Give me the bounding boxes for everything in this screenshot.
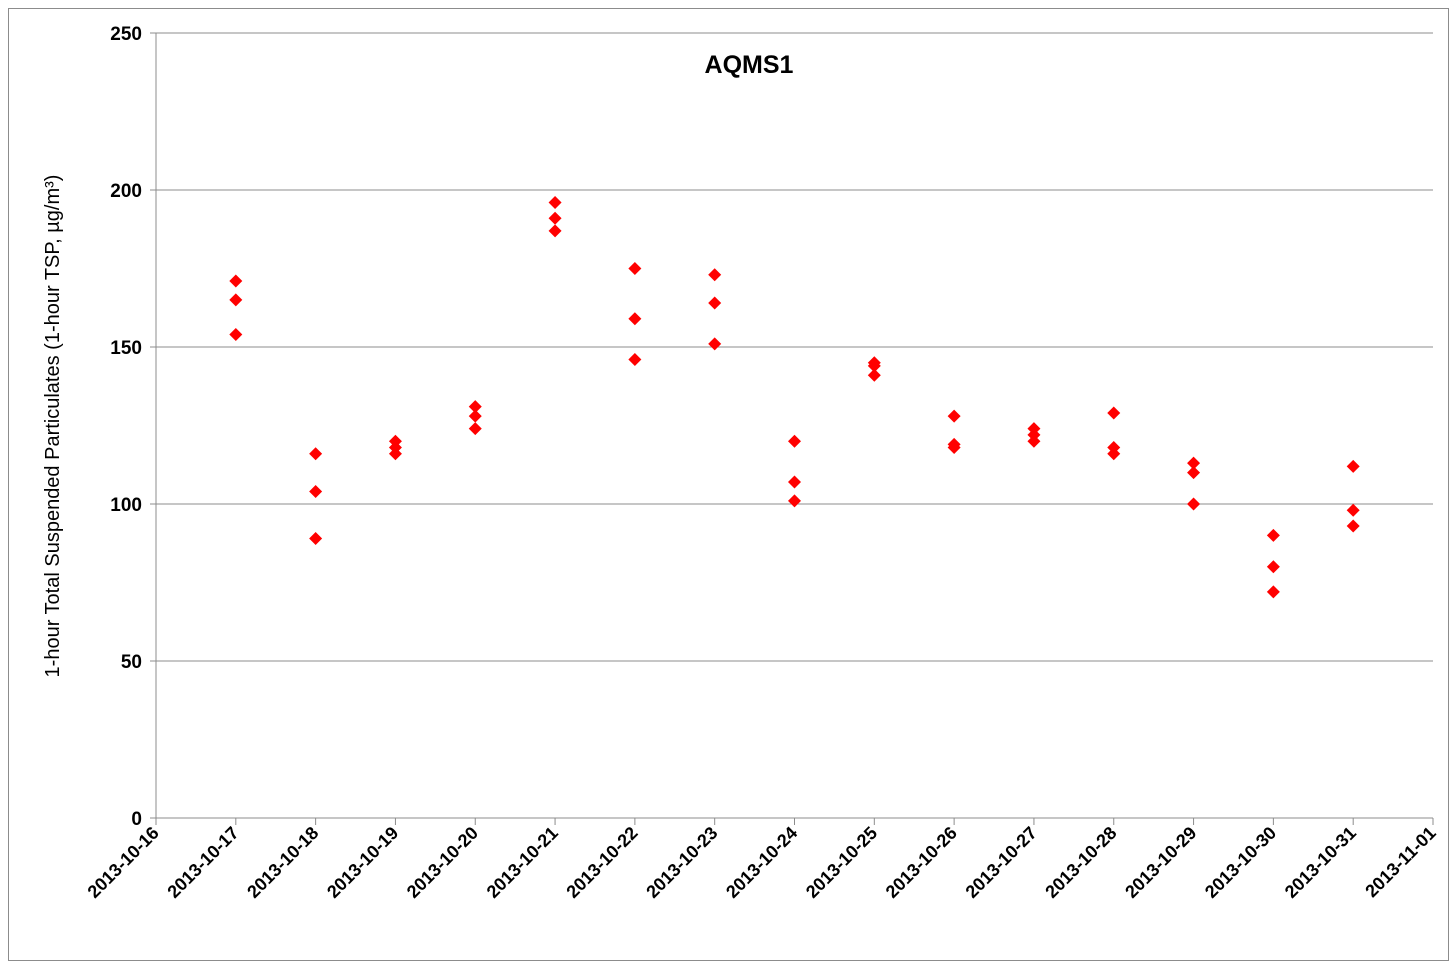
data-point-2013-10-25-25 (867, 359, 881, 373)
y-tick-label-50: 50 (121, 652, 142, 673)
x-tick-label-2013-10-26: 2013-10-26 (882, 823, 961, 902)
data-point-2013-10-20-11 (468, 422, 482, 436)
data-point-2013-10-17-1 (229, 293, 243, 307)
data-point-2013-10-29-38 (1187, 497, 1201, 511)
y-tick-label-100: 100 (110, 495, 142, 516)
y-tick-labels: 0 50 100 150 200 250 (110, 24, 142, 830)
data-point-2013-10-21-13 (548, 211, 562, 225)
data-point-2013-10-22-15 (628, 262, 642, 275)
x-tick-label-2013-10-18: 2013-10-18 (243, 823, 322, 902)
x-tick-label-2013-10-17: 2013-10-17 (163, 823, 242, 902)
x-tick-label-2013-10-24: 2013-10-24 (722, 823, 801, 902)
x-tick-labels: 2013-10-16 2013-10-17 2013-10-18 2013-10-19… (84, 823, 1440, 902)
x-tick-label-2013-10-27: 2013-10-27 (962, 823, 1041, 902)
y-tick-label-150: 150 (110, 338, 142, 359)
data-point-2013-10-30-40 (1266, 560, 1280, 574)
x-tick-label-2013-10-16: 2013-10-16 (84, 823, 163, 902)
data-point-2013-10-31-44 (1346, 519, 1360, 533)
data-point-2013-10-28-33 (1107, 406, 1121, 420)
x-tick-label-2013-10-22: 2013-10-22 (562, 823, 641, 902)
x-tick-label-2013-10-21: 2013-10-21 (483, 823, 562, 902)
x-tick-label-2013-10-31: 2013-10-31 (1281, 823, 1360, 902)
x-tick-label-2013-10-25: 2013-10-25 (802, 823, 881, 902)
data-point-2013-10-27-32 (1027, 434, 1041, 448)
data-point-2013-10-30-41 (1266, 585, 1280, 599)
data-point-2013-10-18-5 (309, 532, 323, 546)
x-tick-label-2013-10-28: 2013-10-28 (1041, 823, 1120, 902)
data-point-2013-10-17-2 (229, 327, 243, 341)
data-point-2013-10-30-39 (1266, 528, 1280, 542)
y-tick-label-250: 250 (110, 24, 142, 45)
data-point-2013-10-29-36 (1187, 456, 1201, 470)
x-tick-label-2013-10-30: 2013-10-30 (1201, 823, 1280, 902)
data-points (229, 196, 1360, 599)
data-point-2013-10-22-16 (628, 312, 642, 326)
data-point-2013-10-21-14 (548, 224, 562, 238)
data-point-2013-10-24-23 (788, 494, 801, 508)
data-point-2013-10-23-18 (708, 268, 722, 282)
chart-title: AQMS1 (705, 51, 794, 79)
x-tick-label-2013-10-19: 2013-10-19 (323, 823, 402, 902)
y-axis-label: 1-hour Total Suspended Particulates (1-h… (42, 175, 64, 678)
x-tick-label-2013-10-29: 2013-10-29 (1121, 823, 1200, 902)
data-point-2013-10-31-42 (1346, 459, 1360, 473)
data-point-2013-10-24-22 (788, 475, 801, 489)
data-point-2013-10-26-27 (947, 409, 961, 423)
x-tick-label-2013-10-20: 2013-10-20 (403, 823, 482, 902)
data-point-2013-10-25-26 (867, 368, 881, 382)
gridlines (156, 32, 1433, 662)
data-point-2013-10-29-37 (1187, 466, 1201, 480)
data-point-2013-10-31-43 (1346, 503, 1360, 517)
data-point-2013-10-18-3 (309, 447, 323, 461)
axes (150, 32, 1434, 825)
data-point-2013-10-23-19 (708, 296, 722, 310)
x-tick-label-2013-11-01: 2013-11-01 (1361, 823, 1440, 902)
data-point-2013-10-19-8 (388, 447, 402, 461)
chart-frame: 0 50 100 150 200 250 2013-10-16 2013-10-17 2013… (8, 8, 1449, 961)
data-point-2013-10-20-9 (468, 400, 482, 414)
data-point-2013-10-22-17 (628, 353, 642, 367)
data-point-2013-10-24-21 (788, 434, 801, 448)
data-point-2013-10-21-12 (548, 196, 562, 210)
data-point-2013-10-28-35 (1107, 447, 1121, 461)
y-tick-label-200: 200 (110, 181, 142, 202)
data-point-2013-10-23-20 (708, 337, 722, 351)
data-point-2013-10-17-0 (229, 274, 243, 288)
data-point-2013-10-18-4 (309, 484, 323, 498)
data-point-2013-10-20-10 (468, 409, 482, 423)
data-point-2013-10-26-29 (947, 440, 961, 454)
y-tick-label-0: 0 (131, 809, 142, 830)
x-tick-label-2013-10-23: 2013-10-23 (642, 823, 721, 902)
